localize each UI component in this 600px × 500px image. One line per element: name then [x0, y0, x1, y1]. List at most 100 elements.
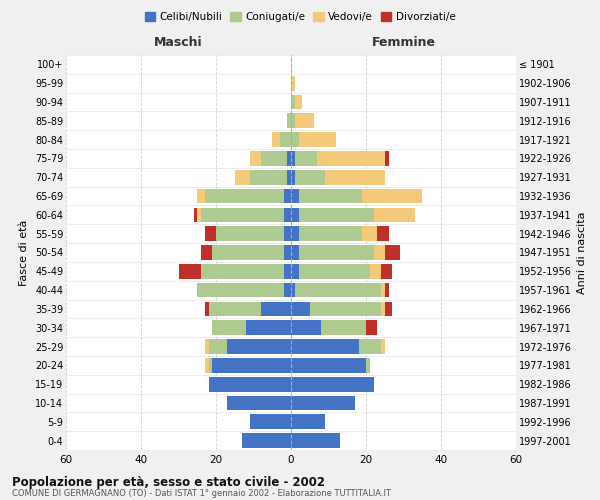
Bar [291, 358, 366, 372]
Bar [377, 226, 389, 241]
Bar [209, 358, 212, 372]
Bar [284, 245, 291, 260]
Text: Maschi: Maschi [154, 36, 203, 50]
Bar [280, 132, 291, 147]
Bar [291, 245, 299, 260]
Bar [284, 283, 291, 298]
Bar [227, 339, 291, 354]
Bar [242, 434, 291, 448]
Bar [201, 264, 284, 278]
Bar [250, 151, 261, 166]
Bar [291, 320, 321, 335]
Bar [291, 94, 295, 110]
Bar [287, 151, 291, 166]
Bar [381, 339, 385, 354]
Bar [373, 208, 415, 222]
Bar [291, 377, 373, 392]
Bar [299, 132, 336, 147]
Bar [295, 114, 314, 128]
Bar [287, 170, 291, 184]
Bar [212, 245, 284, 260]
Bar [246, 320, 291, 335]
Bar [310, 302, 381, 316]
Bar [212, 320, 246, 335]
Bar [287, 114, 291, 128]
Bar [291, 208, 299, 222]
Bar [209, 302, 261, 316]
Bar [272, 132, 280, 147]
Bar [291, 226, 299, 241]
Bar [385, 302, 392, 316]
Bar [317, 151, 385, 166]
Bar [291, 170, 295, 184]
Y-axis label: Anni di nascita: Anni di nascita [577, 211, 587, 294]
Bar [197, 283, 284, 298]
Bar [209, 339, 227, 354]
Bar [299, 208, 373, 222]
Bar [179, 264, 201, 278]
Bar [385, 151, 389, 166]
Bar [201, 245, 212, 260]
Bar [291, 414, 325, 429]
Bar [321, 320, 366, 335]
Bar [197, 188, 205, 204]
Bar [295, 94, 302, 110]
Bar [291, 302, 310, 316]
Bar [261, 302, 291, 316]
Bar [291, 434, 340, 448]
Bar [209, 377, 291, 392]
Bar [250, 414, 291, 429]
Bar [216, 226, 284, 241]
Bar [212, 358, 291, 372]
Bar [205, 302, 209, 316]
Bar [291, 264, 299, 278]
Text: Femmine: Femmine [371, 36, 436, 50]
Bar [381, 264, 392, 278]
Bar [291, 339, 359, 354]
Bar [299, 264, 370, 278]
Bar [299, 245, 373, 260]
Bar [381, 302, 385, 316]
Text: COMUNE DI GERMAGNANO (TO) - Dati ISTAT 1° gennaio 2002 - Elaborazione TUTTITALIA: COMUNE DI GERMAGNANO (TO) - Dati ISTAT 1… [12, 489, 391, 498]
Text: Popolazione per età, sesso e stato civile - 2002: Popolazione per età, sesso e stato civil… [12, 476, 325, 489]
Bar [205, 188, 284, 204]
Bar [291, 114, 295, 128]
Bar [291, 283, 295, 298]
Bar [197, 208, 201, 222]
Bar [193, 208, 197, 222]
Bar [205, 358, 209, 372]
Bar [385, 245, 400, 260]
Bar [291, 151, 295, 166]
Bar [381, 283, 385, 298]
Bar [362, 188, 422, 204]
Bar [284, 188, 291, 204]
Bar [235, 170, 250, 184]
Bar [261, 151, 287, 166]
Bar [291, 188, 299, 204]
Bar [295, 283, 381, 298]
Bar [325, 170, 385, 184]
Bar [284, 264, 291, 278]
Legend: Celibi/Nubili, Coniugati/e, Vedovi/e, Divorziati/e: Celibi/Nubili, Coniugati/e, Vedovi/e, Di… [140, 8, 460, 26]
Bar [201, 208, 284, 222]
Bar [370, 264, 381, 278]
Bar [284, 208, 291, 222]
Bar [373, 245, 385, 260]
Bar [295, 151, 317, 166]
Bar [291, 76, 295, 90]
Bar [366, 320, 377, 335]
Bar [362, 226, 377, 241]
Bar [227, 396, 291, 410]
Bar [359, 339, 381, 354]
Bar [299, 226, 362, 241]
Bar [295, 170, 325, 184]
Bar [250, 170, 287, 184]
Bar [284, 226, 291, 241]
Bar [366, 358, 370, 372]
Bar [205, 339, 209, 354]
Bar [291, 132, 299, 147]
Bar [205, 226, 216, 241]
Bar [291, 396, 355, 410]
Bar [385, 283, 389, 298]
Bar [299, 188, 362, 204]
